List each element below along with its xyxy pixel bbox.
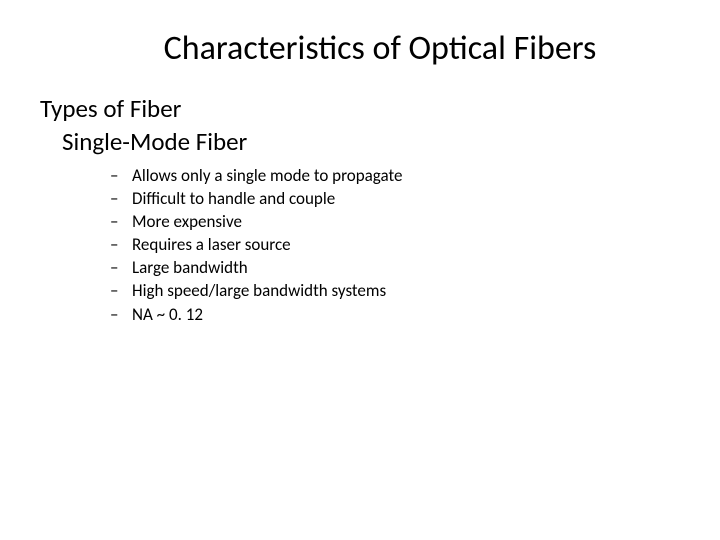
heading-single-mode: Single-Mode Fiber — [40, 126, 680, 157]
heading-types: Types of Fiber — [40, 93, 680, 124]
bullet-text: High speed/large bandwidth systems — [132, 280, 680, 302]
list-item: – NA ~ 0. 12 — [110, 304, 680, 326]
bullet-marker: – — [110, 234, 132, 256]
list-item: – Allows only a single mode to propagate — [110, 165, 680, 187]
bullet-text: Large bandwidth — [132, 257, 680, 279]
list-item: – Difficult to handle and couple — [110, 188, 680, 210]
bullet-text: Allows only a single mode to propagate — [132, 165, 680, 187]
bullet-marker: – — [110, 257, 132, 279]
list-item: – More expensive — [110, 211, 680, 233]
bullet-text: Difficult to handle and couple — [132, 188, 680, 210]
bullet-marker: – — [110, 211, 132, 233]
list-item: – High speed/large bandwidth systems — [110, 280, 680, 302]
bullet-marker: – — [110, 188, 132, 210]
bullet-marker: – — [110, 280, 132, 302]
bullet-marker: – — [110, 165, 132, 187]
bullet-text: NA ~ 0. 12 — [132, 304, 680, 326]
slide-title: Characteristics of Optical Fibers — [40, 28, 680, 69]
list-item: – Large bandwidth — [110, 257, 680, 279]
list-item: – Requires a laser source — [110, 234, 680, 256]
bullet-text: More expensive — [132, 211, 680, 233]
bullet-marker: – — [110, 304, 132, 326]
slide-container: Characteristics of Optical Fibers Types … — [0, 0, 720, 540]
bullet-list: – Allows only a single mode to propagate… — [40, 165, 680, 326]
bullet-text: Requires a laser source — [132, 234, 680, 256]
